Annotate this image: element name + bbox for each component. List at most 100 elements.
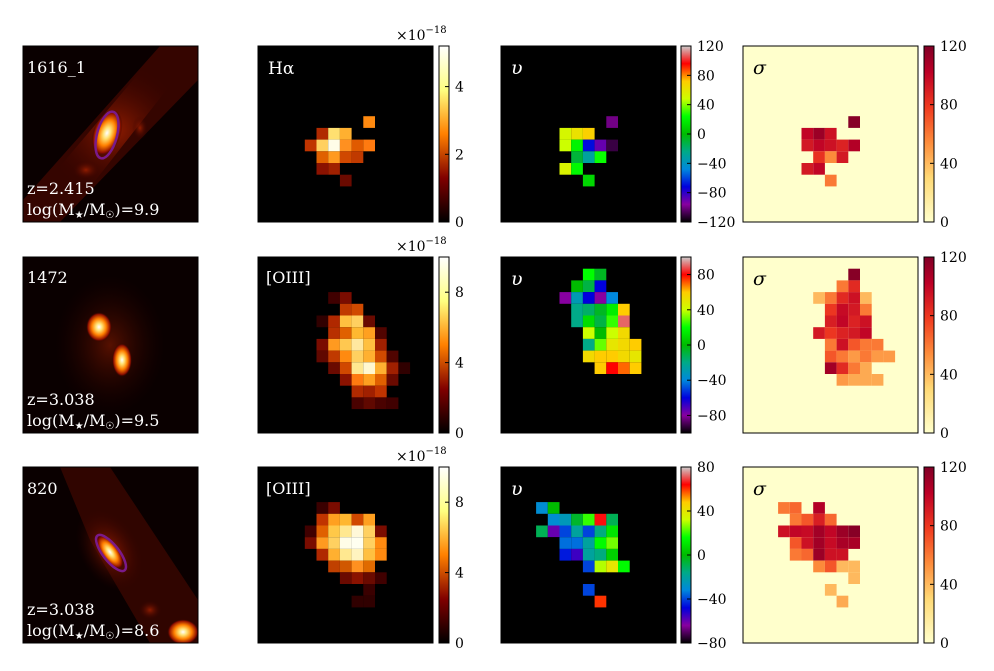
dispersion-spaxel: [813, 163, 825, 175]
velocity-spaxel: [536, 525, 548, 538]
flux-spaxel: [375, 374, 387, 386]
flux-spaxel: [316, 525, 329, 538]
velocity-panel: υ −120 −80 −40 0 40 80 120: [500, 39, 735, 231]
dispersion-spaxel: [813, 548, 825, 561]
dispersion-spaxel: [883, 350, 896, 363]
colorbar-tick-label: 40: [940, 367, 958, 383]
flux-spaxel: [316, 139, 329, 152]
velocity-spaxel: [559, 537, 572, 549]
colorbar-tick-label: −40: [697, 373, 727, 389]
flux-spaxel: [386, 350, 399, 363]
dispersion-spaxel: [848, 280, 860, 293]
dispersion-panel: σ 0 40 80 120: [742, 460, 967, 652]
flux-colorbar: [438, 256, 450, 434]
velocity-colorbar-ticks: −120 −80 −40 0 40 80 120: [687, 39, 735, 231]
velocity-spaxel: [582, 315, 595, 328]
colorbar-tick-label: 0: [697, 127, 706, 143]
dispersion-spaxel: [871, 374, 884, 386]
flux-spaxel: [363, 327, 375, 339]
dispersion-spaxel: [860, 315, 872, 328]
dispersion-spaxel: [848, 139, 860, 152]
flux-spaxel: [375, 385, 387, 398]
dispersion-spaxel: [801, 139, 814, 152]
flux-spaxel: [351, 350, 364, 363]
dispersion-map-pixels: [778, 502, 860, 608]
galaxy-id: 820: [27, 479, 58, 498]
image-frame: [22, 256, 199, 434]
velocity-spaxel: [618, 303, 630, 316]
colorbar-tick-label: 80: [697, 268, 715, 284]
dispersion-spaxel: [813, 327, 825, 339]
velocity-spaxel: [582, 584, 595, 596]
velocity-spaxel: [571, 163, 583, 175]
emission-line-label: [OIII]: [266, 479, 311, 498]
flux-spaxel: [328, 292, 340, 304]
colorbar-tick-label: 80: [940, 309, 958, 325]
velocity-spaxel: [594, 350, 607, 363]
flux-spaxel: [363, 385, 375, 398]
velocity-spaxel: [571, 151, 583, 163]
dispersion-spaxel: [813, 525, 825, 538]
galaxy-id: 1472: [27, 268, 68, 287]
colorbar-tick-label: −80: [697, 186, 727, 202]
flux-spaxel: [316, 502, 329, 514]
velocity-spaxel: [582, 268, 595, 281]
dispersion-spaxel: [824, 127, 837, 140]
flux-spaxel: [363, 572, 375, 584]
dispersion-spaxel: [813, 513, 825, 526]
colorbar-tick-label: 80: [940, 98, 958, 114]
velocity-spaxel: [582, 327, 595, 339]
dispersion-spaxel: [824, 338, 837, 351]
flux-spaxel: [351, 374, 364, 386]
colorbar-tick-label: 0: [940, 636, 949, 652]
colorbar-tick-label: −80: [697, 636, 727, 652]
galaxy-image: [60, 467, 198, 643]
dispersion-colorbar: [923, 45, 935, 223]
velocity-spaxel: [606, 292, 618, 304]
colorbar-tick-label: 120: [940, 39, 967, 55]
dispersion-spaxel: [824, 139, 837, 152]
dispersion-spaxel: [801, 127, 814, 140]
dispersion-spaxel: [848, 268, 860, 281]
flux-spaxel: [304, 139, 317, 152]
flux-spaxel: [328, 338, 340, 351]
dispersion-spaxel: [801, 537, 814, 549]
dispersion-label: σ: [753, 57, 767, 79]
dispersion-spaxel: [778, 502, 790, 514]
dispersion-spaxel: [836, 151, 849, 163]
velocity-spaxel: [582, 338, 595, 351]
dispersion-spaxel: [824, 350, 837, 363]
dispersion-spaxel: [860, 338, 872, 351]
velocity-panel: υ −80 −40 0 40 80: [500, 460, 727, 652]
velocity-spaxel: [606, 548, 618, 561]
flux-spaxel: [316, 537, 329, 549]
flux-map-frame: [257, 45, 434, 223]
velocity-spaxel: [606, 537, 618, 549]
velocity-spaxel: [582, 139, 595, 152]
velocity-spaxel: [606, 315, 618, 328]
velocity-spaxel: [571, 525, 583, 538]
velocity-spaxel: [606, 525, 618, 538]
velocity-map-pixels: [559, 268, 642, 374]
flux-spaxel: [339, 537, 352, 549]
velocity-spaxel: [618, 327, 630, 339]
dispersion-spaxel: [848, 327, 860, 339]
dispersion-spaxel: [813, 127, 825, 140]
flux-spaxel: [351, 338, 364, 351]
mass-label: log(M★/M☉)=9.5: [27, 411, 159, 432]
colorbar-tick-label: 8: [455, 285, 464, 301]
velocity-spaxel: [594, 537, 607, 549]
dispersion-spaxel: [824, 327, 837, 339]
colorbar-tick-label: 120: [940, 460, 967, 476]
flux-spaxel: [351, 397, 364, 410]
velocity-label: υ: [511, 268, 523, 290]
dispersion-spaxel: [860, 292, 872, 304]
mass-label: log(M★/M☉)=9.9: [27, 200, 159, 221]
colorbar-tick-label: 0: [697, 548, 706, 564]
velocity-spaxel: [606, 362, 618, 374]
velocity-spaxel: [594, 548, 607, 561]
flux-colorbar: [438, 45, 450, 223]
velocity-map-frame: [500, 45, 677, 223]
velocity-spaxel: [594, 327, 607, 339]
flux-spaxel: [339, 327, 352, 339]
